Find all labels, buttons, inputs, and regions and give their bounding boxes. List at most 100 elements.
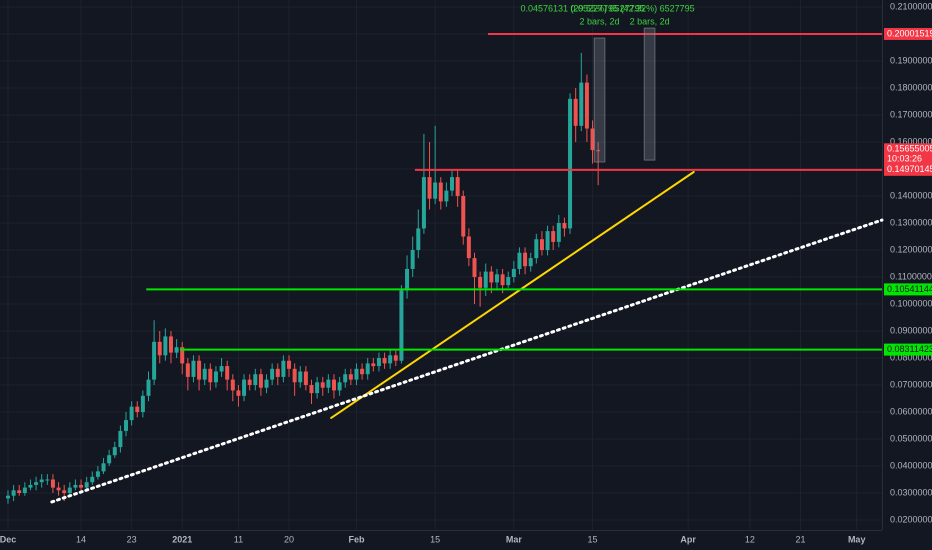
candle-body — [331, 379, 336, 391]
candle-body — [90, 476, 95, 483]
candle-body — [236, 390, 241, 396]
candle-body — [393, 355, 398, 361]
candle-body — [270, 368, 275, 380]
x-tick-label: 23 — [127, 534, 137, 544]
candle-body — [579, 82, 584, 126]
candle-body — [39, 479, 44, 483]
candle-body — [348, 374, 353, 380]
x-tick-label: 12 — [745, 534, 755, 544]
candle-body — [584, 82, 589, 129]
candle-body — [118, 430, 123, 448]
candle-body — [421, 177, 426, 229]
x-tick-label: Dec — [0, 534, 16, 544]
candle-body — [388, 355, 393, 364]
candle-body — [376, 358, 381, 367]
last-price-tag — [884, 143, 932, 166]
measure-label: 0.05227795 (42.32%) 6527795 — [571, 3, 695, 13]
measure-label: 0.04576131 (29.55%) 6527795 — [521, 3, 645, 13]
x-tick-label: May — [848, 534, 866, 544]
candle-body — [489, 271, 494, 283]
candle-body — [472, 258, 477, 278]
price-tag-label: 0.08311423 — [887, 344, 932, 354]
candle-body — [22, 487, 27, 494]
candle-body — [292, 368, 297, 383]
candle-body — [596, 150, 601, 152]
candle-body — [360, 368, 365, 375]
candle-body — [517, 252, 522, 269]
price-tag — [884, 163, 932, 176]
candle-body — [287, 360, 292, 369]
y-tick-label: 0.21000000 — [890, 1, 932, 11]
candle-body — [180, 347, 185, 364]
candle-body — [152, 341, 157, 380]
candle-body — [62, 490, 67, 494]
candle-body — [146, 379, 151, 396]
measure-box — [643, 27, 656, 161]
candle-body — [528, 258, 533, 267]
candle-body — [230, 379, 235, 391]
candle-body — [444, 190, 449, 202]
candle-body — [34, 482, 39, 485]
price-tag — [884, 343, 932, 356]
x-tick-label: 15 — [430, 534, 440, 544]
candle-body — [568, 98, 573, 229]
candle-body — [191, 360, 196, 377]
candle-body — [11, 490, 16, 496]
candle-body — [124, 420, 129, 431]
candle-body — [455, 177, 460, 197]
candle-body — [163, 336, 168, 356]
candle-body — [298, 371, 303, 383]
candle-body — [247, 379, 252, 386]
candle-body — [365, 363, 370, 375]
candle-body — [275, 368, 280, 377]
candle-body — [523, 252, 528, 267]
x-tick-label: Feb — [348, 534, 365, 544]
candle-body — [45, 479, 50, 481]
countdown-label: 10:03:26 — [887, 154, 922, 164]
candle-body — [225, 366, 230, 380]
candle-body — [50, 479, 55, 488]
candle-body — [95, 471, 100, 477]
x-tick-label: 15 — [588, 534, 598, 544]
x-tick-label: 11 — [234, 534, 243, 544]
candle-body — [101, 463, 106, 472]
candle-body — [67, 487, 72, 494]
x-tick-label: Mar — [506, 534, 523, 544]
candle-body — [562, 223, 567, 229]
measure-bars: 2 bars, 2d — [580, 16, 620, 26]
candle-body — [539, 239, 544, 251]
candle-body — [17, 490, 22, 494]
price-tag — [884, 27, 932, 40]
candle-body — [197, 360, 202, 380]
candle-body — [208, 368, 213, 383]
candle-body — [5, 495, 10, 499]
candle-body — [478, 277, 483, 288]
candle-body — [129, 406, 134, 421]
candle-body — [382, 358, 387, 364]
candle-body — [174, 347, 179, 353]
candle-body — [309, 385, 314, 394]
candle-body — [573, 98, 578, 126]
measure-bars: 2 bars, 2d — [630, 16, 670, 26]
candle-body — [213, 371, 218, 383]
candle-body — [483, 271, 488, 288]
candle-body — [185, 363, 190, 377]
candle-body — [242, 379, 247, 396]
candle-body — [281, 360, 286, 377]
candle-body — [79, 484, 84, 488]
candle-body — [500, 274, 505, 286]
candle-body — [461, 196, 466, 237]
price-tag — [884, 283, 932, 296]
x-tick-label: 2021 — [172, 534, 192, 544]
candle-body — [405, 268, 410, 291]
